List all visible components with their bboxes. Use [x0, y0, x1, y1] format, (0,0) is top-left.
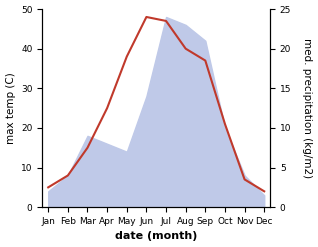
Y-axis label: med. precipitation (kg/m2): med. precipitation (kg/m2) — [302, 38, 313, 178]
Y-axis label: max temp (C): max temp (C) — [5, 72, 16, 144]
X-axis label: date (month): date (month) — [115, 231, 197, 242]
